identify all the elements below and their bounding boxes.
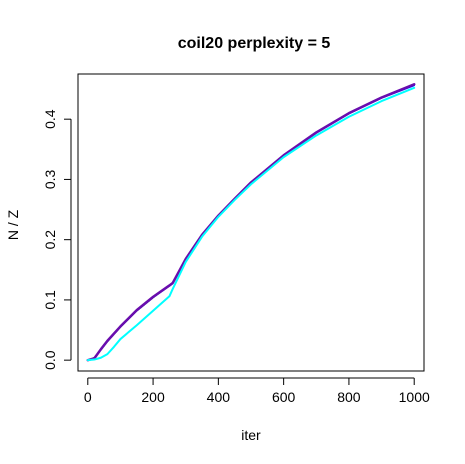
series-line-2	[87, 84, 415, 361]
y-tick-label: 0.0	[42, 350, 58, 370]
y-tick-label: 0.4	[42, 109, 58, 129]
x-tick-label: 0	[84, 389, 92, 405]
y-axis: 0.0 0.1 0.2 0.3 0.4	[42, 109, 72, 370]
y-tick-label: 0.1	[42, 290, 58, 310]
y-tick-label: 0.3	[42, 169, 58, 189]
x-tick-label: 600	[272, 389, 296, 405]
y-axis-label: N / Z	[5, 209, 21, 240]
series-line-4	[86, 86, 416, 362]
x-axis: 0 200 400 600 800 1000	[84, 377, 430, 405]
series-layer	[86, 82, 416, 362]
plot-frame	[77, 73, 425, 372]
series-line-1	[87, 83, 415, 361]
x-tick-label: 1000	[399, 389, 430, 405]
x-tick-label: 400	[207, 389, 231, 405]
x-axis-label: iter	[241, 427, 261, 443]
x-tick-label: 800	[337, 389, 361, 405]
x-tick-label: 200	[141, 389, 165, 405]
y-tick-label: 0.2	[42, 230, 58, 250]
series-line-3	[86, 82, 416, 362]
chart-title: coil20 perplexity = 5	[178, 35, 331, 52]
